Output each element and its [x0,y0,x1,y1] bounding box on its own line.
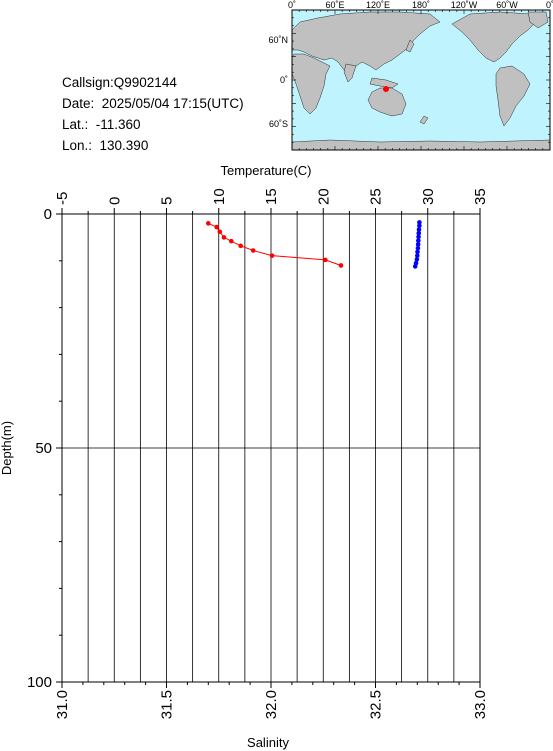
salinity-tick-label: 31.0 [54,690,71,719]
temperature-tick-label: -5 [54,192,71,205]
axis-ticks [56,208,481,688]
salinity-data-point [416,234,421,240]
map-left-labels: 60˚N 0˚ 60˚S [268,35,288,129]
temperature-tick-label: 5 [159,197,176,205]
salinity-data-point [415,249,420,255]
map-longitude-label: 180˚ [412,0,430,10]
map-longitude-label: 0˚ [546,0,553,10]
salinity-tick-label: 31.5 [159,690,176,719]
float-info-panel: Callsign:Q9902144 Date: 2025/05/04 17:15… [62,72,244,156]
temperature-tick-labels: -5 0 5 10 15 20 25 30 35 [54,188,489,205]
salinity-data-point [416,238,421,243]
temperature-tick-label: 10 [211,188,228,205]
callsign-text: Callsign:Q9902144 [62,75,177,90]
salinity-data-point [417,220,422,225]
salinity-data-point [412,264,418,269]
date-text: Date: 2025/05/04 17:15(UTC) [62,96,244,111]
salinity-data-point [416,230,422,236]
salinity-data-point [414,257,420,262]
salinity-tick-label: 32.5 [368,690,385,719]
temperature-data-point [238,243,243,249]
temperature-profile-line [208,222,342,266]
salinity-data-point [415,242,421,247]
temperature-tick-label: 35 [472,188,489,205]
chart-grid [62,214,480,682]
temperature-data-point [323,257,328,263]
temperature-data-point [250,248,256,253]
salinity-tick-label: 33.0 [472,690,489,719]
latitude-text: Lat.: -11.360 [62,117,141,132]
map-longitude-label: 60˚W [496,0,518,10]
map-ticks [291,9,551,151]
salinity-data-point [417,223,422,228]
profile-chart: -5 0 5 10 15 20 25 30 35 31.0 31.5 32.0 32.5 33.0 05… [0,163,489,750]
temperature-data-point [217,229,223,235]
temperature-data-point [338,263,344,268]
temperature-data-point [221,235,227,240]
salinity-data-point [415,245,421,251]
temperature-axis-title: Temperature(C) [220,163,311,178]
temperature-tick-label: 30 [420,188,437,205]
temperature-data-point [228,238,234,244]
temperature-tick-label: 25 [368,188,385,205]
salinity-tick-labels: 31.0 31.5 32.0 32.5 33.0 [54,690,489,719]
chart-series [206,220,422,269]
temperature-data-point [214,224,219,230]
map-top-labels: 0˚ 60˚E 120˚E 180˚ 120˚W 60˚W 0˚ [288,0,553,10]
map-latitude-label: 60˚S [269,119,288,129]
float-location-marker [383,86,389,92]
temperature-data-point [269,253,275,258]
map-longitude-label: 120˚E [366,0,390,10]
temperature-data-point [206,221,211,226]
temperature-tick-label: 0 [106,197,123,205]
temperature-tick-label: 15 [263,188,280,205]
map-latitude-label: 0˚ [280,75,288,85]
depth-tick-label: 50 [35,440,52,457]
salinity-data-point [415,253,420,258]
longitude-text: Lon.: 130.390 [62,138,149,153]
depth-tick-label: 0 [44,206,52,223]
depth-tick-labels: 0 50 100 [27,206,52,691]
map-land [292,11,550,150]
map-latitude-label: 60˚N [268,35,288,45]
temperature-tick-label: 20 [315,188,332,205]
salinity-axis-title: Salinity [247,735,289,750]
salinity-data-point [416,227,422,232]
map-longitude-label: 120˚W [451,0,478,10]
salinity-tick-label: 32.0 [263,690,280,719]
map-longitude-label: 0˚ [288,0,296,10]
map-longitude-label: 60˚E [325,0,344,10]
depth-tick-label: 100 [27,674,52,691]
depth-axis-title: Depth(m) [0,421,14,475]
